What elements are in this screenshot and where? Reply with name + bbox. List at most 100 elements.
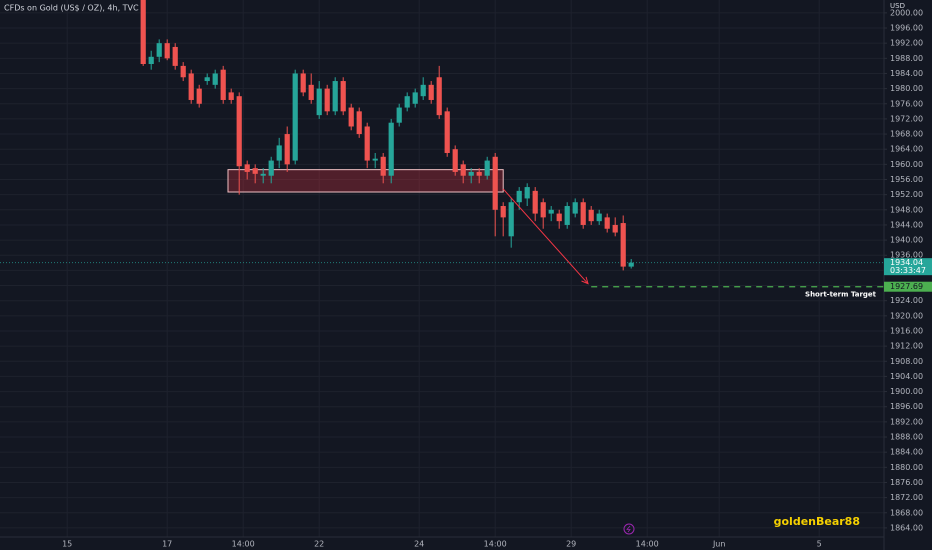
candle-body xyxy=(260,173,266,176)
candle-body xyxy=(300,73,306,93)
y-tick-label: 1944.00 xyxy=(890,220,923,229)
candle-body xyxy=(268,160,274,176)
candle-body xyxy=(212,73,218,85)
y-tick-label: 1964.00 xyxy=(890,145,923,154)
zone-box xyxy=(227,169,504,193)
candle-body xyxy=(444,111,450,153)
candle-body xyxy=(388,122,394,176)
candle-body xyxy=(188,73,194,100)
candle-body xyxy=(324,88,330,112)
candle-body xyxy=(484,160,490,176)
candle-body xyxy=(500,206,506,218)
y-tick-label: 1916.00 xyxy=(890,326,923,335)
x-tick-label: 17 xyxy=(162,540,172,549)
candle-body xyxy=(628,262,634,267)
candle-body xyxy=(476,171,482,176)
candle-body xyxy=(532,190,538,214)
candle-body xyxy=(156,43,162,57)
x-tick-label: 5 xyxy=(817,540,822,549)
x-tick-label: 24 xyxy=(414,540,424,549)
target-label: Short-term Target xyxy=(805,291,877,299)
candle-body xyxy=(348,107,354,127)
candle-body xyxy=(492,156,498,210)
watermark: goldenBear88 xyxy=(774,515,860,528)
candle-body xyxy=(468,171,474,176)
candle-body xyxy=(308,84,314,100)
x-tick-label: 15 xyxy=(62,540,72,549)
candle-body xyxy=(228,92,234,100)
y-tick-label: 1924.00 xyxy=(890,296,923,305)
candle-body xyxy=(428,84,434,100)
candle-body xyxy=(452,149,458,172)
y-tick-label: 1980.00 xyxy=(890,84,923,93)
candle-body xyxy=(292,73,298,161)
y-tick-label: 1912.00 xyxy=(890,342,923,351)
candle-body xyxy=(340,81,346,112)
y-tick-label: 1968.00 xyxy=(890,130,923,139)
candle-body xyxy=(172,46,178,66)
candle-body xyxy=(436,77,442,116)
y-tick-label: 1900.00 xyxy=(890,387,923,396)
candle-body xyxy=(588,209,594,222)
y-tick-label: 1884.00 xyxy=(890,448,923,457)
candle-body xyxy=(356,111,362,135)
y-tick-label: 1876.00 xyxy=(890,478,923,487)
candle-body xyxy=(332,81,338,112)
candle-body xyxy=(516,190,522,203)
y-tick-label: 1956.00 xyxy=(890,175,923,184)
y-tick-label: 1996.00 xyxy=(890,24,923,33)
y-tick-label: 1868.00 xyxy=(890,508,923,517)
y-tick-label: 2000.00 xyxy=(890,8,923,17)
candle-body xyxy=(204,77,210,82)
grid xyxy=(0,0,884,537)
target-price-label: 1927.69 xyxy=(890,282,923,291)
candle-body xyxy=(372,158,378,161)
y-tick-label: 1952.00 xyxy=(890,190,923,199)
y-tick-label: 1880.00 xyxy=(890,463,923,472)
candle-body xyxy=(540,202,546,218)
y-tick-label: 1872.00 xyxy=(890,493,923,502)
arrow-head xyxy=(581,276,589,285)
event-icon-bolt xyxy=(626,525,631,533)
x-tick-label: 14:00 xyxy=(636,540,659,549)
candle-body xyxy=(220,69,226,100)
y-tick-label: 1908.00 xyxy=(890,357,923,366)
event-icon[interactable] xyxy=(623,523,635,535)
candle-body xyxy=(524,187,530,199)
y-tick-label: 1984.00 xyxy=(890,69,923,78)
candle-body xyxy=(284,134,290,165)
candle-body xyxy=(164,43,170,59)
candle-body xyxy=(580,202,586,225)
candle-body xyxy=(180,65,186,78)
candle-body xyxy=(364,126,370,161)
arrow-line xyxy=(502,188,589,284)
y-tick-label: 1920.00 xyxy=(890,311,923,320)
candle-body xyxy=(244,164,250,172)
y-tick-label: 1904.00 xyxy=(890,372,923,381)
candle-body xyxy=(572,202,578,214)
x-tick-label: 22 xyxy=(314,540,324,549)
y-tick-label: 1960.00 xyxy=(890,160,923,169)
candle-body xyxy=(148,56,154,65)
candle-body xyxy=(140,0,146,65)
x-tick-label: 14:00 xyxy=(232,540,255,549)
plot-area: Short-term Target xyxy=(0,0,884,299)
y-tick-label: 1988.00 xyxy=(890,54,923,63)
candle-body xyxy=(460,164,466,176)
countdown-label: 03:33:47 xyxy=(890,266,926,275)
candle-body xyxy=(404,96,410,108)
chart-title: CFDs on Gold (US$ / OZ), 4h, TVC xyxy=(4,4,139,13)
candle-body xyxy=(380,156,386,176)
candle-body xyxy=(508,202,514,237)
y-tick-label: 1888.00 xyxy=(890,433,923,442)
y-tick-label: 1896.00 xyxy=(890,402,923,411)
candle-body xyxy=(548,209,554,214)
current-price-badge xyxy=(884,258,932,276)
candle-body xyxy=(420,84,426,97)
currency-label: USD xyxy=(890,2,905,10)
candle-body xyxy=(604,217,610,229)
y-tick-label: 1940.00 xyxy=(890,236,923,245)
current-price-label: 1934.04 xyxy=(890,258,923,267)
